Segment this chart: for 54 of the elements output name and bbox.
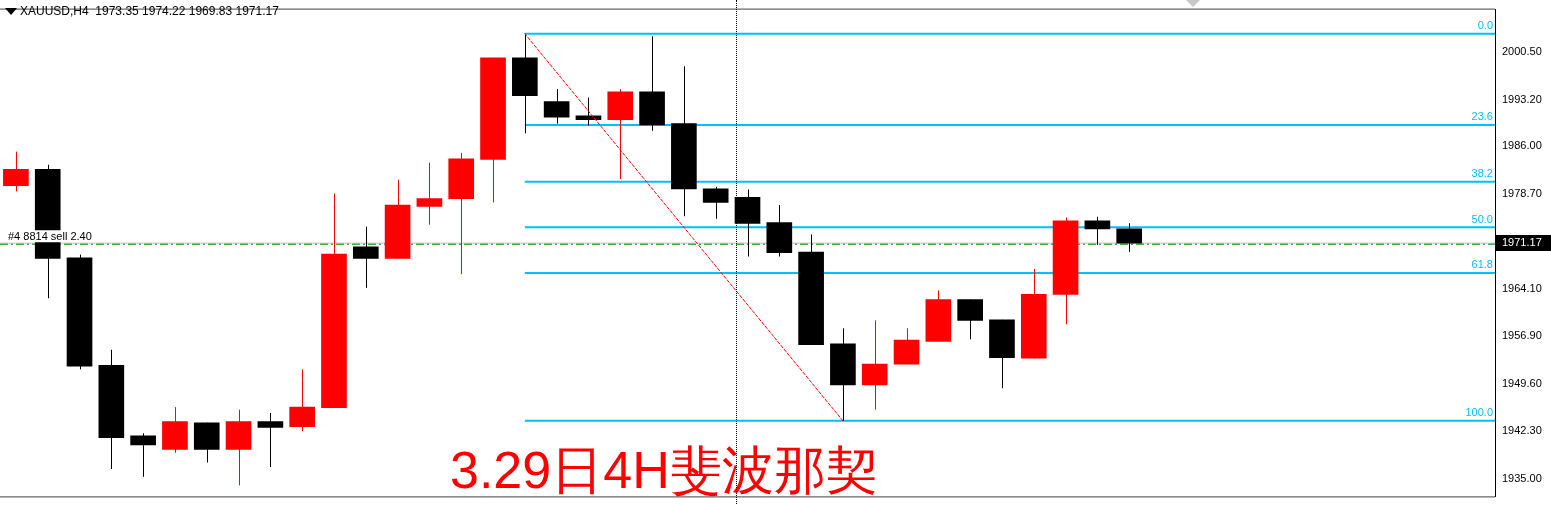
candlestick bbox=[766, 204, 793, 258]
candlestick bbox=[193, 422, 220, 464]
annotation: 100.0 bbox=[1465, 406, 1493, 419]
annotation: 61.8 bbox=[1471, 258, 1493, 271]
chart-title: XAUUSD,H4 1973.35 1974.22 1969.83 1971.17 bbox=[20, 4, 280, 19]
ref-line-label: #4 8814 sell 2.40 bbox=[8, 229, 92, 242]
y-tick-label: 1978.70 bbox=[1502, 187, 1542, 200]
candlestick bbox=[702, 186, 729, 220]
y-tick-label: 1986.00 bbox=[1502, 139, 1542, 152]
candlestick bbox=[162, 406, 188, 454]
candlestick bbox=[321, 192, 347, 409]
candlestick bbox=[989, 319, 1015, 389]
candlestick bbox=[130, 432, 156, 478]
candlestick bbox=[893, 327, 920, 365]
y-tick-label: 2000.50 bbox=[1502, 44, 1542, 57]
y-tick-label: 1971.17 bbox=[1502, 236, 1542, 249]
candlestick bbox=[1084, 216, 1111, 246]
candlestick bbox=[3, 151, 29, 192]
candlestick bbox=[480, 57, 506, 203]
y-tick-label: 1956.90 bbox=[1502, 329, 1542, 342]
candlestick bbox=[289, 368, 316, 432]
candlestick bbox=[861, 319, 888, 411]
candlestick bbox=[734, 188, 761, 258]
y-tick-label: 1993.20 bbox=[1502, 92, 1542, 105]
annotation: 23.6 bbox=[1471, 110, 1493, 123]
candlestick bbox=[1052, 216, 1079, 325]
y-tick-label: 1935.00 bbox=[1502, 471, 1542, 484]
candlestick bbox=[607, 88, 634, 180]
candlestick bbox=[1020, 268, 1047, 359]
y-tick-label: 1949.60 bbox=[1502, 376, 1542, 389]
candlestick bbox=[830, 327, 856, 422]
candlestick bbox=[416, 162, 443, 226]
annotation: 0.0 bbox=[1477, 19, 1493, 32]
candlestick bbox=[671, 65, 697, 217]
annotation: 38.2 bbox=[1471, 167, 1493, 180]
candlestick bbox=[98, 349, 125, 470]
candlestick bbox=[384, 179, 411, 260]
y-tick-label: 1964.10 bbox=[1502, 282, 1542, 295]
candlestick bbox=[798, 233, 824, 346]
candlestick bbox=[66, 254, 93, 370]
y-tick-label: 1942.30 bbox=[1502, 424, 1542, 437]
annotation: 50.0 bbox=[1471, 212, 1493, 225]
candlestick bbox=[1116, 222, 1143, 253]
candlestick bbox=[225, 409, 252, 486]
candlestick bbox=[543, 88, 570, 125]
candlestick bbox=[957, 299, 983, 340]
candlestick bbox=[575, 97, 602, 127]
candlestick bbox=[512, 33, 538, 134]
candlestick bbox=[448, 152, 475, 275]
annotation: 3.29日4H斐波那契 bbox=[450, 441, 878, 499]
candlestick bbox=[257, 412, 284, 468]
candlestick bbox=[925, 289, 952, 342]
candlestick bbox=[352, 226, 379, 289]
candlestick bbox=[639, 35, 665, 132]
